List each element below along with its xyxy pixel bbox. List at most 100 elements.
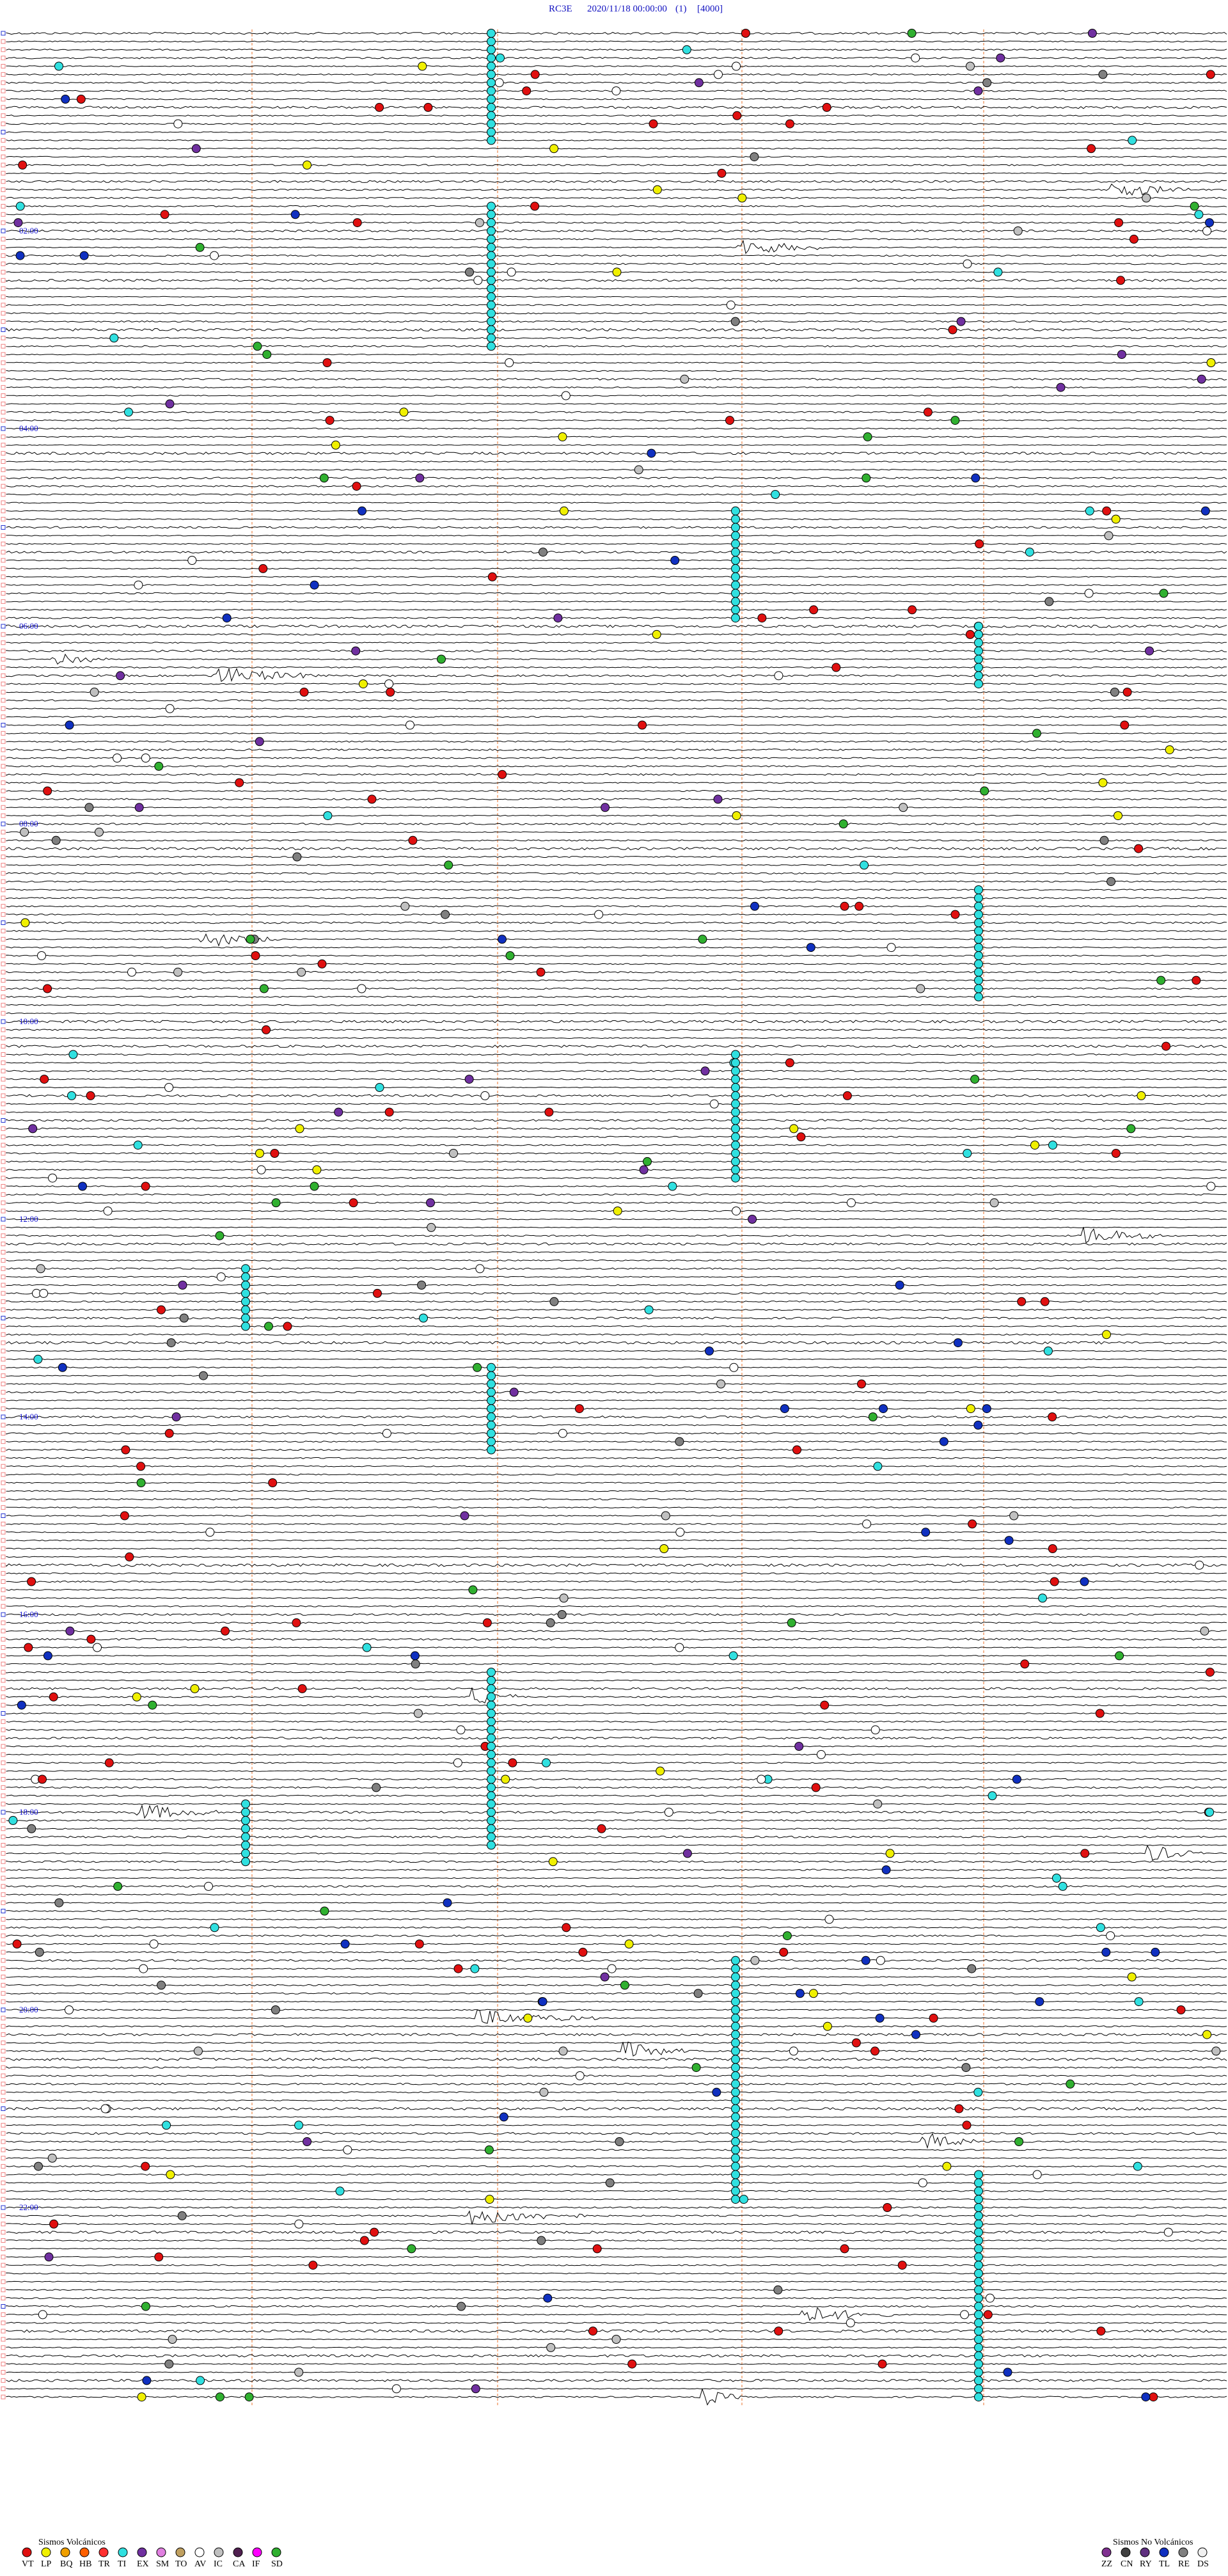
trace — [6, 221, 1227, 224]
legend-swatch — [137, 2547, 147, 2557]
trace — [6, 732, 1227, 734]
row-tick — [1, 1052, 6, 1057]
event-marker — [948, 325, 957, 335]
event-marker — [624, 1940, 634, 1948]
row-tick — [1, 1102, 6, 1107]
event-marker — [334, 1107, 343, 1117]
trace — [6, 1745, 1227, 1748]
tremor-marker — [487, 1840, 496, 1850]
row-tick — [1, 1876, 6, 1881]
row-tick — [1, 1760, 6, 1766]
row-tick — [1, 1308, 6, 1313]
tremor-marker — [974, 910, 983, 919]
event-marker — [1145, 646, 1154, 656]
trace — [6, 995, 1227, 999]
event-marker — [537, 2236, 546, 2245]
event-marker — [1017, 1297, 1027, 1306]
time-label: 02:00 — [19, 226, 38, 235]
tremor-marker — [731, 1997, 740, 2007]
event-marker — [954, 2104, 964, 2114]
trace — [6, 1037, 1227, 1039]
event-marker — [796, 1132, 806, 1142]
trace — [6, 2057, 1227, 2062]
event-marker — [475, 218, 484, 228]
event-marker — [1038, 1593, 1047, 1603]
trace — [6, 1984, 1227, 1987]
trace — [6, 1572, 1227, 1575]
event-marker — [1043, 1347, 1053, 1355]
event-marker — [441, 910, 450, 919]
trace — [6, 395, 1227, 397]
row-tick — [1, 475, 6, 480]
event-marker — [141, 2302, 150, 2311]
trace — [6, 2074, 1227, 2077]
tremor-marker — [974, 629, 983, 639]
tremor-marker — [731, 2161, 740, 2171]
event-marker — [418, 61, 427, 71]
trace — [6, 131, 1227, 133]
event-marker — [49, 1692, 58, 1702]
row-tick — [1, 928, 6, 933]
tremor-marker — [974, 2327, 983, 2336]
tremor-marker — [487, 234, 496, 244]
tremor-marker — [731, 548, 740, 557]
event-marker — [897, 2261, 907, 2270]
row-tick — [1, 385, 6, 390]
event-marker — [1102, 506, 1112, 516]
row-tick — [1, 921, 6, 925]
row-tick — [1, 1011, 6, 1016]
trace — [6, 1869, 1227, 1871]
row-tick — [1, 2172, 6, 2177]
row-tick — [1, 56, 6, 61]
event-marker — [780, 1404, 789, 1414]
trace — [6, 1647, 1227, 1648]
trace — [6, 1655, 1227, 1657]
trace — [6, 477, 1227, 480]
row-tick — [1, 846, 6, 851]
trace — [6, 1135, 1227, 1138]
tremor-marker — [731, 2087, 740, 2097]
row-tick — [1, 1036, 6, 1041]
row-tick — [1, 1604, 6, 1609]
event-marker — [851, 2038, 861, 2048]
row-tick — [1, 1176, 6, 1181]
event-marker — [820, 1700, 830, 1710]
row-tick — [1, 1480, 6, 1485]
event-marker — [1004, 1536, 1014, 1545]
event-marker — [973, 2087, 983, 2097]
row-tick — [1, 665, 6, 670]
event-marker — [453, 1964, 463, 1973]
event-marker — [423, 102, 433, 112]
row-tick — [1, 401, 6, 406]
event-marker — [1120, 720, 1130, 730]
time-label: 10:00 — [19, 1016, 38, 1026]
event-marker — [868, 1412, 878, 1421]
trace — [6, 592, 1227, 595]
row-tick — [1, 879, 6, 884]
event-marker — [785, 119, 794, 129]
event-marker — [809, 605, 819, 615]
legend-code: TR — [98, 2559, 111, 2569]
legend-swatch — [1140, 2547, 1150, 2557]
trace — [6, 1605, 1227, 1608]
row-tick — [1, 1966, 6, 1972]
event-marker — [863, 432, 872, 441]
event-marker — [885, 1849, 895, 1858]
trace — [6, 312, 1227, 315]
row-tick — [1, 2048, 6, 2053]
row-tick — [1, 1546, 6, 1551]
trace — [6, 1383, 1227, 1385]
tremor-marker — [487, 276, 496, 285]
trace — [6, 1176, 1227, 1180]
tremor-marker — [487, 1832, 496, 1842]
event-marker — [1141, 2392, 1151, 2402]
trace — [6, 1350, 1227, 1352]
tremor-marker — [974, 2343, 983, 2352]
trace — [6, 846, 1227, 851]
row-tick — [1, 352, 6, 357]
trace — [6, 1622, 1227, 1624]
event-marker — [714, 70, 723, 79]
row-tick — [1, 731, 6, 736]
trace — [6, 666, 1227, 668]
event-marker — [729, 1363, 739, 1372]
